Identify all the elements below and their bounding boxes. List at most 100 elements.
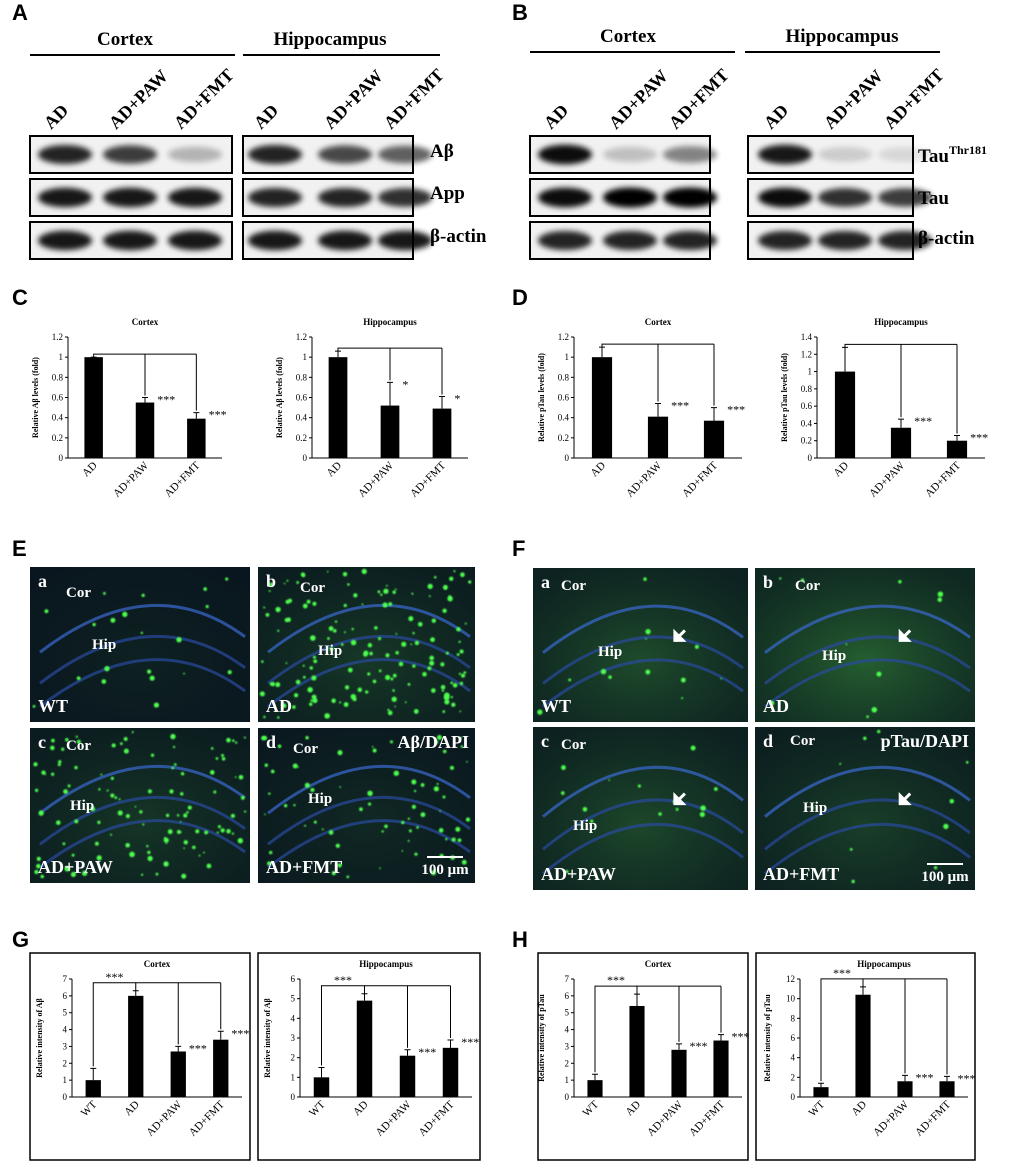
plaque bbox=[179, 821, 182, 823]
plaque bbox=[675, 807, 679, 811]
plaque bbox=[63, 789, 68, 794]
plaque bbox=[307, 686, 313, 693]
plaque bbox=[537, 709, 543, 715]
panel-label: B bbox=[512, 0, 528, 25]
green-signal bbox=[755, 727, 975, 890]
region-header: Hippocampus bbox=[274, 29, 387, 50]
bar bbox=[399, 1055, 416, 1097]
plaque bbox=[440, 684, 446, 690]
significance: *** bbox=[461, 1035, 479, 1049]
bracket bbox=[844, 343, 957, 348]
y-tick-label: 1.2 bbox=[296, 332, 307, 342]
plaque bbox=[388, 602, 393, 607]
plaque bbox=[296, 581, 299, 584]
blot-band bbox=[378, 145, 432, 164]
plaque bbox=[422, 671, 427, 677]
plaque bbox=[237, 838, 243, 844]
plaque bbox=[344, 685, 350, 690]
blot-band bbox=[318, 230, 372, 251]
y-tick-label: 0.6 bbox=[801, 401, 813, 411]
plaque bbox=[429, 655, 434, 661]
x-tick-label: AD+PAW bbox=[867, 459, 907, 499]
plaque bbox=[176, 829, 181, 834]
plaque bbox=[205, 605, 209, 609]
plaque bbox=[408, 829, 412, 833]
y-tick-label: 6 bbox=[63, 991, 68, 1001]
plaque bbox=[456, 653, 460, 656]
y-tick-label: 1 bbox=[59, 352, 64, 362]
plaque bbox=[394, 588, 397, 591]
plaque bbox=[411, 592, 414, 595]
y-tick-label: 3 bbox=[291, 1033, 296, 1043]
blot-band bbox=[103, 230, 157, 251]
plaque bbox=[367, 643, 373, 648]
plaque bbox=[147, 669, 152, 674]
plaque bbox=[413, 789, 417, 793]
plaque bbox=[871, 706, 878, 713]
plaque bbox=[44, 609, 49, 614]
plaque bbox=[600, 668, 607, 675]
plaque bbox=[937, 597, 943, 602]
plaque bbox=[32, 704, 36, 708]
region-header: Cortex bbox=[600, 26, 656, 47]
plaque bbox=[382, 602, 388, 608]
error-bar bbox=[718, 1034, 724, 1041]
blot-band bbox=[538, 230, 592, 251]
plaque bbox=[361, 603, 364, 606]
plaque bbox=[163, 861, 169, 867]
error-bar bbox=[175, 1045, 182, 1052]
bar bbox=[813, 1087, 829, 1097]
plaque bbox=[244, 810, 247, 813]
tissue-layer bbox=[764, 798, 971, 851]
plaque bbox=[411, 804, 416, 809]
error-bar bbox=[404, 1049, 411, 1056]
plaque bbox=[125, 813, 130, 819]
plaque bbox=[451, 837, 456, 842]
plaque bbox=[226, 737, 231, 743]
y-tick-label: 1.2 bbox=[52, 332, 63, 342]
plaque bbox=[413, 709, 419, 714]
plaque bbox=[295, 679, 301, 685]
bar bbox=[313, 1077, 330, 1097]
region-header: Cortex bbox=[97, 29, 153, 50]
blot-band bbox=[378, 188, 432, 207]
tissue-layer bbox=[542, 822, 744, 875]
plaque bbox=[460, 572, 465, 578]
plaque bbox=[464, 622, 467, 625]
plaque bbox=[192, 845, 196, 850]
plaque bbox=[65, 738, 69, 742]
y-axis-label: Relative Aβ levels (fold) bbox=[31, 357, 40, 438]
plaque bbox=[420, 783, 425, 787]
tissue-layer bbox=[542, 635, 744, 685]
plaque bbox=[363, 652, 368, 657]
plaque bbox=[720, 677, 722, 680]
blot-band bbox=[38, 187, 92, 208]
plaque bbox=[33, 762, 38, 767]
error-bar bbox=[318, 1067, 325, 1078]
plaque bbox=[103, 592, 106, 595]
bar bbox=[855, 994, 871, 1097]
chart-frame bbox=[29, 952, 251, 1161]
plaque bbox=[407, 817, 410, 820]
tissue-layer bbox=[764, 658, 971, 708]
region-label: Hip bbox=[92, 637, 116, 653]
region-label: Hip bbox=[308, 791, 332, 807]
x-tick-label: AD bbox=[588, 460, 608, 480]
x-tick-label: AD+PAW bbox=[356, 459, 396, 499]
plaque bbox=[466, 761, 468, 763]
group-label: AD bbox=[266, 696, 292, 716]
plaque bbox=[215, 757, 219, 760]
plaque bbox=[180, 772, 185, 776]
bar bbox=[135, 402, 155, 458]
row-label: TauThr181 bbox=[918, 143, 987, 167]
arrow bbox=[673, 791, 687, 806]
plaque bbox=[97, 820, 101, 824]
row-label-text: β-actin bbox=[430, 226, 487, 247]
y-axis-label: Relative intensity of Aβ bbox=[263, 998, 272, 1078]
plaque bbox=[71, 853, 75, 857]
plaque bbox=[180, 792, 184, 796]
plaque bbox=[439, 810, 441, 812]
plaque bbox=[367, 790, 373, 797]
y-axis-label: Relative pTau levels (fold) bbox=[537, 353, 546, 442]
